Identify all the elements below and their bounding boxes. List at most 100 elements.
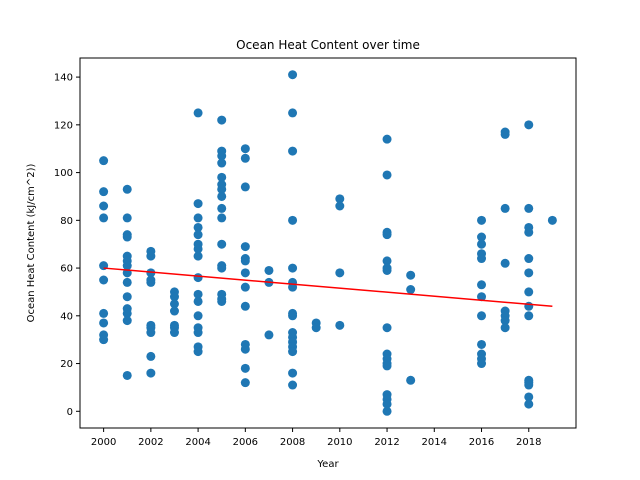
data-point bbox=[99, 187, 109, 197]
data-point bbox=[288, 146, 298, 156]
chart-title: Ocean Heat Content over time bbox=[236, 38, 420, 52]
data-point bbox=[500, 258, 510, 268]
data-point bbox=[193, 244, 203, 254]
data-point bbox=[477, 292, 487, 302]
data-point bbox=[193, 199, 203, 209]
x-axis-label: Year bbox=[316, 459, 339, 470]
data-point bbox=[406, 375, 416, 385]
trend-layer bbox=[103, 267, 553, 308]
data-point bbox=[288, 347, 298, 357]
data-point bbox=[477, 239, 487, 249]
data-point bbox=[99, 275, 109, 285]
data-point bbox=[477, 232, 487, 242]
data-point bbox=[240, 378, 250, 388]
data-point bbox=[217, 213, 227, 223]
y-tick-label: 20 bbox=[60, 359, 73, 370]
data-point bbox=[335, 268, 345, 278]
data-point bbox=[382, 265, 392, 275]
data-point bbox=[500, 203, 510, 213]
data-point bbox=[477, 215, 487, 225]
data-point bbox=[500, 316, 510, 326]
data-point bbox=[524, 301, 534, 311]
data-point bbox=[477, 359, 487, 369]
data-point bbox=[217, 184, 227, 194]
data-point bbox=[240, 144, 250, 154]
data-point bbox=[99, 308, 109, 318]
data-point bbox=[500, 129, 510, 139]
data-point bbox=[122, 213, 132, 223]
data-point bbox=[477, 339, 487, 349]
x-tick-label: 2016 bbox=[469, 437, 494, 448]
plot-frame bbox=[79, 57, 577, 429]
data-point bbox=[122, 277, 132, 287]
data-point bbox=[524, 254, 534, 264]
data-point bbox=[311, 323, 321, 333]
data-point bbox=[193, 222, 203, 232]
data-point bbox=[240, 268, 250, 278]
data-point bbox=[240, 282, 250, 292]
data-point bbox=[547, 215, 557, 225]
data-point bbox=[122, 232, 132, 242]
x-tick-label: 2012 bbox=[374, 437, 399, 448]
data-point bbox=[217, 296, 227, 306]
data-point bbox=[217, 115, 227, 125]
data-point bbox=[240, 363, 250, 373]
data-point bbox=[382, 399, 392, 409]
data-point bbox=[288, 108, 298, 118]
data-point bbox=[217, 203, 227, 213]
x-tick-label: 2002 bbox=[138, 437, 163, 448]
data-point bbox=[477, 280, 487, 290]
data-point bbox=[99, 201, 109, 211]
y-tick-label: 60 bbox=[60, 264, 73, 275]
data-point bbox=[288, 380, 298, 390]
data-point bbox=[288, 70, 298, 80]
data-point bbox=[477, 311, 487, 321]
data-point bbox=[146, 368, 156, 378]
data-point bbox=[264, 330, 274, 340]
data-point bbox=[382, 230, 392, 240]
y-tick-label: 140 bbox=[54, 73, 73, 84]
data-point bbox=[382, 170, 392, 180]
data-point bbox=[288, 215, 298, 225]
data-point bbox=[99, 335, 109, 345]
data-point bbox=[122, 308, 132, 318]
data-point bbox=[193, 347, 203, 357]
data-point bbox=[99, 156, 109, 166]
data-point bbox=[122, 370, 132, 380]
y-tick-label: 120 bbox=[54, 120, 73, 131]
data-point bbox=[240, 256, 250, 266]
data-point bbox=[264, 265, 274, 275]
data-point bbox=[122, 292, 132, 302]
data-point bbox=[146, 268, 156, 278]
x-tick-label: 2004 bbox=[185, 437, 210, 448]
data-point bbox=[335, 194, 345, 204]
points-layer bbox=[99, 70, 557, 416]
data-point bbox=[146, 328, 156, 338]
data-point bbox=[500, 323, 510, 333]
y-tick-label: 100 bbox=[54, 168, 73, 179]
data-point bbox=[122, 316, 132, 326]
data-point bbox=[288, 368, 298, 378]
data-point bbox=[335, 320, 345, 330]
data-point bbox=[193, 230, 203, 240]
data-point bbox=[524, 227, 534, 237]
plot-area bbox=[80, 58, 576, 428]
data-point bbox=[193, 311, 203, 321]
y-axis-ticks: 0 20 40 60 80 100 120 140 bbox=[54, 73, 80, 418]
x-tick-label: 2000 bbox=[91, 437, 116, 448]
data-point bbox=[524, 120, 534, 130]
data-point bbox=[406, 270, 416, 280]
data-point bbox=[524, 399, 534, 409]
data-point bbox=[335, 201, 345, 211]
data-point bbox=[193, 289, 203, 299]
data-point bbox=[240, 182, 250, 192]
data-point bbox=[240, 242, 250, 252]
data-point bbox=[382, 323, 392, 333]
data-point bbox=[524, 268, 534, 278]
data-point bbox=[524, 311, 534, 321]
x-tick-label: 2006 bbox=[233, 437, 258, 448]
data-point bbox=[240, 301, 250, 311]
data-point bbox=[524, 392, 534, 402]
x-axis-ticks: 2000 2002 2004 2006 2008 2010 2012 2014 2016 2018 bbox=[91, 428, 541, 448]
